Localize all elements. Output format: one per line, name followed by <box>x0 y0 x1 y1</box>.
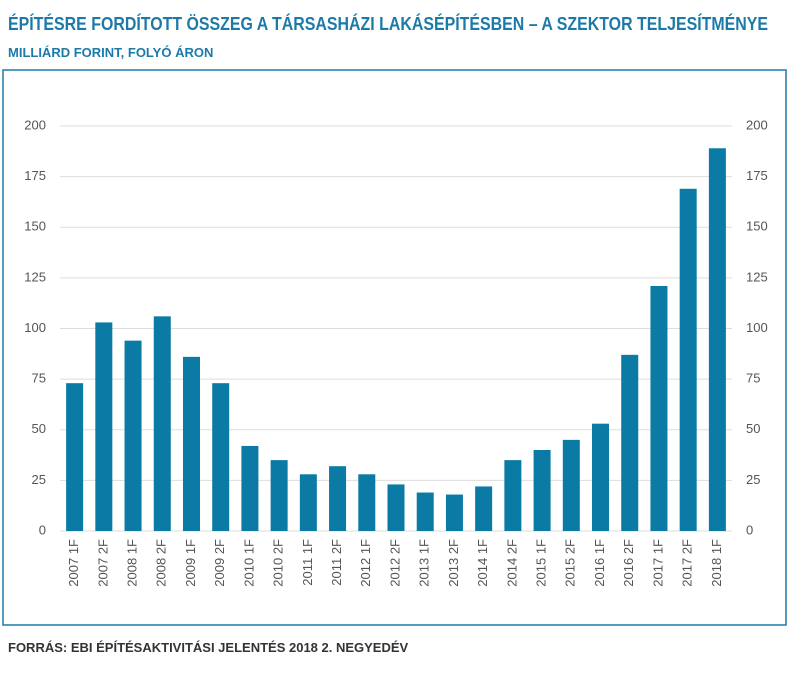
x-tick-label: 2008 2F <box>154 539 169 587</box>
y2-tick-label: 125 <box>746 269 768 284</box>
bar <box>416 492 434 531</box>
y-tick-label: 125 <box>24 269 46 284</box>
bar <box>212 383 230 531</box>
x-tick-label: 2015 2F <box>563 539 578 587</box>
bar <box>299 474 317 531</box>
bar <box>387 484 405 531</box>
x-tick-label: 2013 1F <box>417 539 432 587</box>
bar <box>329 466 347 531</box>
bar <box>241 445 259 531</box>
x-tick-label: 2015 1F <box>534 539 549 587</box>
bar <box>475 486 493 531</box>
x-tick-label: 2007 2F <box>95 539 110 587</box>
bar <box>504 460 522 531</box>
bar <box>592 423 610 531</box>
bar <box>650 285 668 531</box>
y-tick-label: 0 <box>39 522 46 537</box>
bar <box>358 474 376 531</box>
x-tick-label: 2016 1F <box>592 539 607 587</box>
x-tick-label: 2011 2F <box>329 539 344 586</box>
y2-tick-label: 175 <box>746 168 768 183</box>
y2-tick-label: 50 <box>746 421 760 436</box>
chart-subtitle: MILLIÁRD FORINT, FOLYÓ ÁRON <box>8 45 213 60</box>
x-tick-label: 2012 2F <box>387 539 402 587</box>
bar <box>621 354 639 531</box>
x-tick-label: 2010 1F <box>241 539 256 587</box>
x-tick-label: 2009 1F <box>183 539 198 587</box>
frame <box>2 69 787 626</box>
bar <box>66 383 84 531</box>
x-tick-label: 2016 2F <box>621 539 636 587</box>
source: FORRÁS: EBI ÉPÍTÉSAKTIVITÁSI JELENTÉS 20… <box>8 640 409 655</box>
bar <box>124 340 142 531</box>
bar <box>182 356 200 531</box>
y-tick-label: 75 <box>32 371 46 386</box>
y-tick-label: 150 <box>24 219 46 234</box>
bar <box>95 322 113 531</box>
y-tick-label: 100 <box>24 320 46 335</box>
y-tick-label: 50 <box>32 421 46 436</box>
x-tick-label: 2013 2F <box>446 539 461 587</box>
y2-tick-label: 150 <box>746 219 768 234</box>
bar <box>153 316 171 531</box>
x-tick-label: 2010 2F <box>271 539 286 587</box>
x-tick-label: 2011 1F <box>300 539 315 586</box>
x-tick-label: 2017 1F <box>650 539 665 587</box>
y2-tick-label: 25 <box>746 472 760 487</box>
bar <box>445 494 463 531</box>
chart-title: ÉPÍTÉSRE FORDÍTOTT ÖSSZEG A TÁRSASHÁZI L… <box>8 13 768 34</box>
bar <box>533 450 551 531</box>
y2-tick-label: 200 <box>746 117 768 132</box>
y2-tick-label: 75 <box>746 371 760 386</box>
y2-tick-label: 0 <box>746 522 753 537</box>
x-tick-label: 2007 1F <box>66 539 81 587</box>
x-tick-label: 2008 1F <box>124 539 139 587</box>
bar <box>679 188 697 531</box>
bar <box>270 460 288 531</box>
x-tick-label: 2017 2F <box>680 539 695 587</box>
y2-tick-label: 100 <box>746 320 768 335</box>
y-tick-label: 200 <box>24 117 46 132</box>
x-tick-label: 2018 1F <box>709 539 724 587</box>
y-tick-label: 25 <box>32 472 46 487</box>
bar <box>562 439 580 531</box>
y-tick-label: 175 <box>24 168 46 183</box>
x-tick-label: 2014 1F <box>475 539 490 587</box>
x-tick-label: 2014 2F <box>504 539 519 587</box>
bar <box>708 148 726 531</box>
x-tick-label: 2009 2F <box>212 539 227 587</box>
x-tick-label: 2012 1F <box>358 539 373 587</box>
